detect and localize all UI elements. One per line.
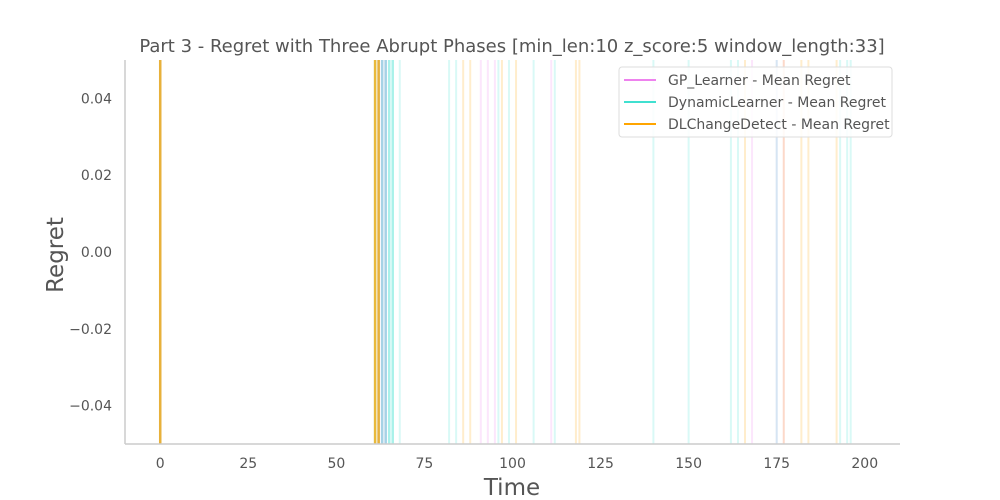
y-axis-label: Regret xyxy=(43,217,69,293)
x-tick-label-5: 125 xyxy=(587,456,614,472)
x-tick-label-7: 175 xyxy=(763,456,790,472)
x-tick-label-8: 200 xyxy=(851,456,878,472)
x-tick-label-6: 150 xyxy=(675,456,702,472)
legend-label-2: DLChangeDetect - Mean Regret xyxy=(668,117,890,133)
legend-box xyxy=(618,66,893,138)
x-tick-label-2: 50 xyxy=(327,456,345,472)
y-tick-label-3: 0.02 xyxy=(81,168,112,184)
x-axis-label: Time xyxy=(483,475,540,500)
y-tick-label-2: 0.00 xyxy=(81,245,112,261)
chart-title: Part 3 - Regret with Three Abrupt Phases… xyxy=(139,36,884,57)
x-ticks: 0 25 50 75 100 125 150 175 200 xyxy=(156,456,878,472)
x-tick-label-1: 25 xyxy=(239,456,257,472)
plot-lines xyxy=(158,60,852,444)
x-tick-label-0: 0 xyxy=(156,456,165,472)
y-tick-label-0: −0.04 xyxy=(69,399,112,415)
legend-label-1: DynamicLearner - Mean Regret xyxy=(668,95,886,111)
legend: GP_Learner - Mean Regret DynamicLearner -… xyxy=(618,66,893,138)
y-tick-label-4: 0.04 xyxy=(81,91,112,107)
x-tick-label-4: 100 xyxy=(499,456,526,472)
x-tick-label-3: 75 xyxy=(416,456,434,472)
legend-label-0: GP_Learner - Mean Regret xyxy=(668,73,851,89)
y-tick-label-1: −0.02 xyxy=(69,322,112,338)
legend-entries: GP_Learner - Mean Regret DynamicLearner -… xyxy=(624,73,890,133)
y-ticks: −0.04 −0.02 0.00 0.02 0.04 xyxy=(69,91,112,414)
